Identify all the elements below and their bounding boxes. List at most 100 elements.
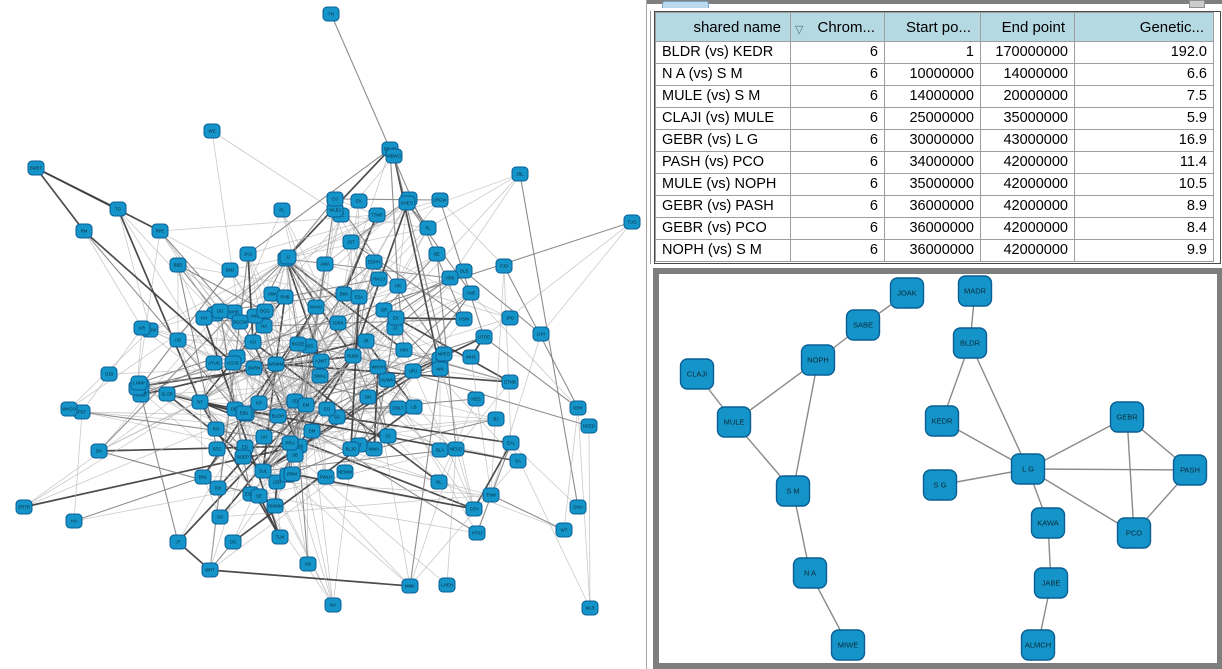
table-cell[interactable]: 6 [790, 217, 885, 240]
network-node[interactable]: BGGW [231, 314, 249, 330]
network-edge[interactable] [81, 411, 313, 432]
network-edge[interactable] [319, 198, 336, 377]
network-edge[interactable] [446, 448, 457, 586]
table-row[interactable]: GEBR (vs) PASH 6 36000000 42000000 8.9 [655, 195, 1220, 218]
network-node[interactable]: RHB [276, 289, 294, 305]
network-edge[interactable] [311, 430, 327, 478]
network-node[interactable]: NEED [580, 418, 598, 434]
network-edge[interactable] [166, 379, 388, 395]
column-header-shared-name[interactable]: shared name [655, 12, 791, 42]
network-edge[interactable] [470, 356, 492, 496]
network-edge[interactable] [117, 208, 216, 315]
table-cell[interactable]: GEBR (vs) L G [655, 129, 791, 152]
network-edge[interactable] [258, 404, 307, 497]
table-cell[interactable]: N A (vs) S M [655, 63, 791, 86]
table-cell[interactable]: 6 [790, 85, 885, 108]
table-cell[interactable]: 14000000 [980, 63, 1075, 86]
network-node[interactable]: OJ [326, 191, 344, 207]
network-edge[interactable] [177, 264, 218, 450]
table-cell[interactable]: 43000000 [980, 129, 1075, 152]
network-node[interactable]: HRK [441, 270, 459, 286]
network-edge[interactable] [262, 470, 334, 606]
network-edge[interactable] [35, 167, 85, 232]
node-s-m[interactable]: S M [775, 475, 811, 507]
network-node[interactable]: HTSJ [468, 525, 486, 541]
network-edge[interactable] [264, 155, 395, 312]
network-node[interactable]: LB [405, 399, 423, 415]
filtered-network-canvas[interactable]: JOAK SABE NOPH CLAJI MULE S M N A MIWE MADR BLDR K… [659, 274, 1217, 663]
network-node[interactable]: TTMP [368, 207, 386, 223]
network-node[interactable]: JG [379, 428, 397, 444]
network-node[interactable]: EBU [235, 405, 253, 421]
network-edge[interactable] [242, 408, 328, 458]
node-l-g[interactable]: L G [1010, 453, 1046, 485]
table-cell[interactable]: GEBR (vs) PASH [655, 195, 791, 218]
network-node[interactable]: KH [195, 310, 213, 326]
network-edge[interactable] [136, 230, 161, 389]
table-cell[interactable]: MULE (vs) S M [655, 85, 791, 108]
table-cell[interactable]: 5.9 [1074, 107, 1214, 130]
network-node[interactable]: WRT [201, 562, 219, 578]
network-edge[interactable] [439, 199, 505, 267]
table-cell[interactable]: 8.4 [1074, 217, 1214, 240]
table-cell[interactable]: 36000000 [884, 217, 981, 240]
table-cell[interactable]: 16.9 [1074, 129, 1214, 152]
table-cell[interactable]: 11.4 [1074, 151, 1214, 174]
network-edge[interactable] [438, 481, 565, 531]
table-row[interactable]: GEBR (vs) L G 6 30000000 43000000 16.9 [655, 129, 1220, 152]
network-node[interactable]: JJ [279, 249, 297, 265]
network-edge[interactable] [294, 400, 309, 565]
table-cell[interactable]: 14000000 [884, 85, 981, 108]
network-edge[interactable] [203, 317, 328, 410]
network-edge[interactable] [73, 481, 278, 522]
network-edge[interactable] [203, 214, 378, 319]
network-edge[interactable] [365, 340, 411, 587]
network-node[interactable]: MAHJ [307, 299, 325, 315]
network-node[interactable]: NESO [447, 441, 465, 457]
column-header-genetic[interactable]: Genetic... [1074, 12, 1214, 42]
network-edge[interactable] [81, 411, 265, 438]
network-edge[interactable] [588, 425, 591, 609]
edge-l-g-pash[interactable] [1027, 468, 1191, 471]
network-node[interactable]: BGG [256, 303, 274, 319]
network-node[interactable]: ESA [350, 289, 368, 305]
network-node[interactable]: OMWN [266, 498, 284, 514]
network-node[interactable]: WNHH [369, 359, 387, 375]
table-cell[interactable]: PASH (vs) PCO [655, 151, 791, 174]
node-noph[interactable]: NOPH [800, 344, 836, 376]
table-cell[interactable]: 6 [790, 239, 885, 262]
network-node[interactable]: GTH [465, 501, 483, 517]
network-edge[interactable] [455, 448, 475, 510]
network-node[interactable]: OO [224, 534, 242, 550]
table-cell[interactable]: 1 [884, 41, 981, 64]
network-edge[interactable] [449, 173, 521, 279]
node-joak[interactable]: JOAK [889, 277, 925, 309]
network-edge[interactable] [275, 296, 286, 365]
network-node[interactable]: NT [191, 394, 209, 410]
network-node[interactable]: BBD [169, 257, 187, 273]
network-edge[interactable] [177, 355, 354, 543]
network-node[interactable]: KP [250, 395, 268, 411]
network-node[interactable]: RM [75, 223, 93, 239]
network-edge[interactable] [298, 418, 497, 447]
network-edge[interactable] [394, 327, 519, 462]
node-almch[interactable]: ALMCH [1020, 629, 1056, 661]
network-edge[interactable] [291, 473, 334, 606]
network-edge[interactable] [291, 317, 397, 475]
network-edge[interactable] [315, 306, 327, 478]
table-cell[interactable]: 25000000 [884, 107, 981, 130]
table-cell[interactable]: 20000000 [980, 85, 1075, 108]
table-cell[interactable]: 42000000 [980, 173, 1075, 196]
node-claji[interactable]: CLAJI [679, 358, 715, 390]
network-edge[interactable] [337, 200, 360, 324]
network-node[interactable]: AKH [395, 342, 413, 358]
network-edge[interactable] [439, 358, 475, 510]
network-node[interactable]: EAL [502, 435, 520, 451]
network-edge[interactable] [563, 407, 579, 531]
network-node[interactable]: HA [65, 513, 83, 529]
network-edge[interactable] [199, 401, 204, 478]
network-node[interactable]: PL [273, 202, 291, 218]
network-node[interactable]: RUBK [344, 348, 362, 364]
network-node[interactable]: KB [299, 556, 317, 572]
network-node[interactable]: BE [428, 246, 446, 262]
